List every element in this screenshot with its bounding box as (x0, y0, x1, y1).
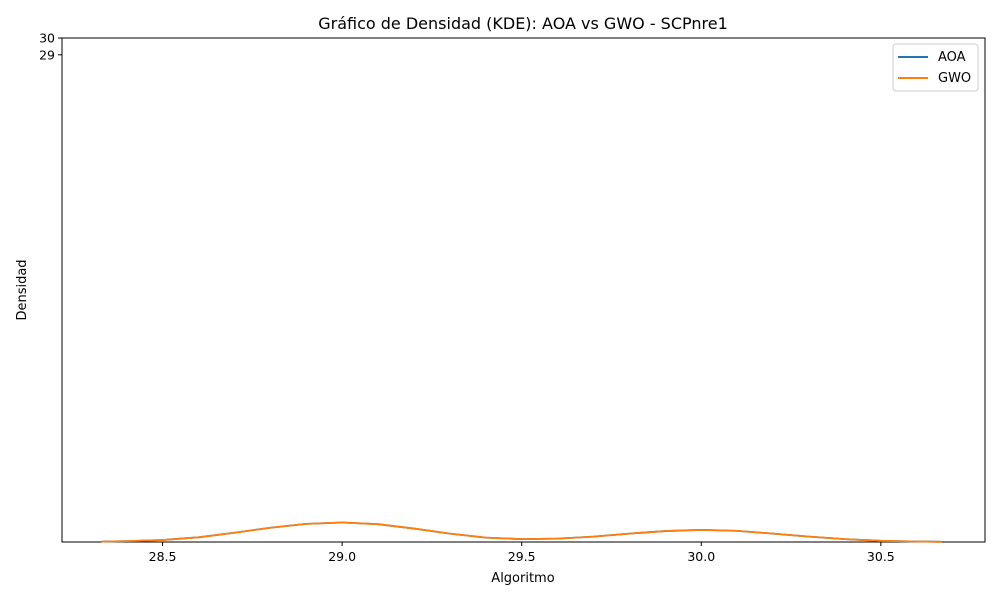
series-line-gwo (101, 521, 942, 543)
chart-title: Gráfico de Densidad (KDE): AOA vs GWO - … (318, 14, 728, 33)
series-layer (101, 521, 942, 543)
x-tick-label: 29.0 (328, 549, 356, 564)
y-tick-label: 29 (39, 47, 55, 62)
legend-label-gwo: GWO (938, 71, 971, 86)
x-axis-label: Algoritmo (491, 571, 554, 586)
legend-label-aoa: AOA (938, 50, 966, 65)
legend: AOA GWO (892, 43, 979, 92)
legend-box (892, 43, 979, 92)
x-tick-label: 28.5 (149, 549, 177, 564)
x-tick-label: 30.5 (867, 549, 895, 564)
x-tick-label: 29.5 (508, 549, 536, 564)
plot-area-frame (61, 37, 986, 543)
x-axis-ticks: 28.5 29.0 29.5 30.0 30.5 (149, 542, 895, 564)
y-tick-label: 30 (39, 31, 55, 46)
x-tick-label: 30.0 (687, 549, 715, 564)
y-axis-label: Densidad (15, 259, 30, 320)
